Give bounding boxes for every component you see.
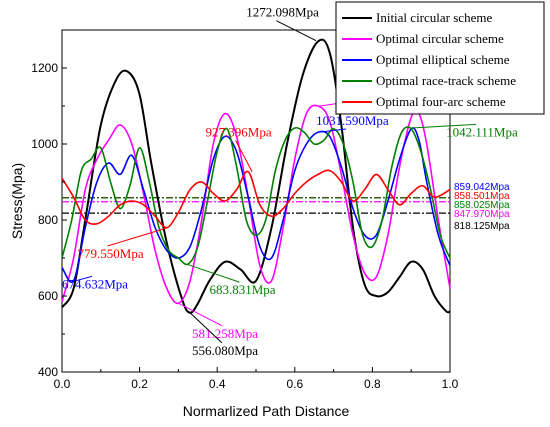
annotation-label: 674.632Mpa [62, 276, 128, 291]
legend-entry: Optimal elliptical scheme [376, 52, 510, 67]
annotation-leader [411, 123, 477, 129]
x-tick-label: 0.2 [131, 377, 148, 391]
series-line-3 [61, 127, 451, 284]
annotation-leader [189, 312, 223, 344]
annotation-leader [178, 302, 223, 327]
annotation-label: 683.831Mpa [209, 282, 275, 297]
series-line-4 [61, 126, 451, 266]
annotation-label: 1031.590Mpa [316, 113, 389, 128]
x-axis-title: Normarlized Path Distance [183, 403, 350, 419]
reference-line-label: 847.970Mpa [454, 209, 510, 220]
reference-line-label: 858.501Mpa [454, 191, 510, 202]
y-tick-label: 600 [38, 289, 58, 303]
annotation-leader [235, 140, 253, 172]
legend-entry: Initial circular scheme [376, 10, 492, 25]
y-tick-label: 1200 [31, 61, 58, 75]
legend-entry: Optimal four-arc scheme [376, 94, 506, 109]
annotation-label: 927.396Mpa [206, 124, 272, 139]
annotation-leader [185, 263, 240, 283]
x-tick-label: 0.0 [54, 377, 71, 391]
series-line-5 [61, 169, 451, 229]
y-axis-title: Stress(Mpa) [9, 163, 25, 239]
y-tick-label: 400 [38, 365, 58, 379]
series-line-2 [61, 104, 451, 305]
y-tick-label: 800 [38, 213, 58, 227]
annotation-leader [276, 20, 317, 42]
annotation-label: 1272.098Mpa [246, 5, 319, 20]
legend-box [335, 1, 545, 115]
annotation-label: 556.080Mpa [192, 343, 258, 358]
annotation-label: 779.550Mpa [78, 246, 144, 261]
annotation-leader [318, 128, 347, 133]
reference-line-label: 858.025Mpa [454, 200, 510, 211]
annotation-label: 1042.111Mpa [446, 124, 518, 139]
y-tick-label: 1000 [31, 137, 58, 151]
x-tick-label: 0.8 [364, 377, 381, 391]
annotation-leader [107, 227, 167, 247]
x-tick-label: 1.0 [442, 377, 459, 391]
x-tick-label: 0.4 [209, 377, 226, 391]
annotation-label: 581.258Mpa [192, 326, 258, 341]
x-tick-label: 0.6 [286, 377, 303, 391]
legend-entry: Optimal race-track scheme [376, 73, 516, 88]
legend-entry: Optimal circular scheme [376, 31, 504, 46]
annotation-leader [75, 275, 93, 282]
reference-line-label: 859.042Mpa [454, 182, 510, 193]
reference-line-label: 818.125Mpa [454, 221, 510, 232]
